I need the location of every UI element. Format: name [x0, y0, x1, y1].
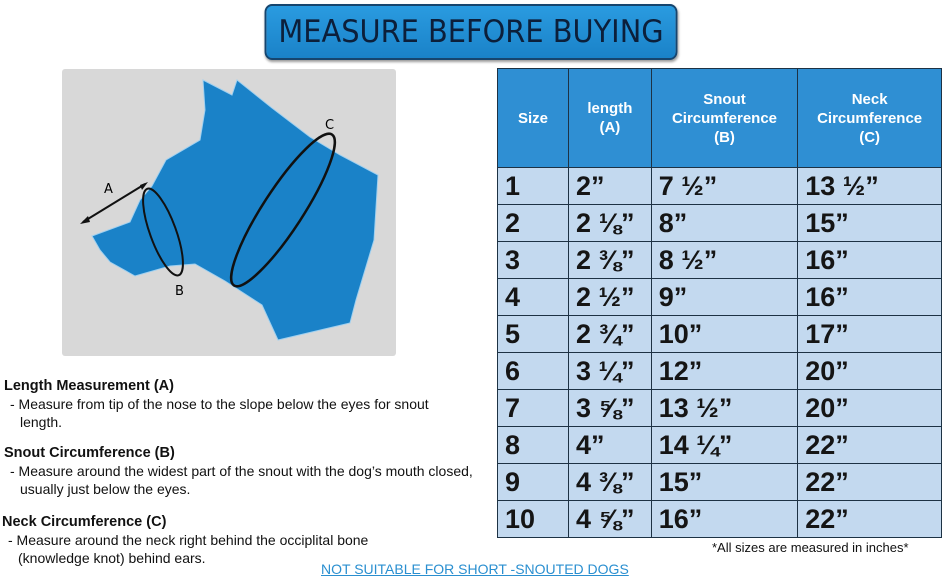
neck-cell: 20” [797, 389, 942, 427]
page-title: MEASURE BEFORE BUYING [264, 4, 678, 60]
neck-cell: 22” [797, 463, 942, 501]
snout-cell: 12” [650, 352, 799, 390]
neck-cell: 17” [797, 315, 942, 353]
size-cell: 9 [497, 463, 569, 501]
column-header: Snout Circumference (B) [650, 68, 799, 168]
snout-cell: 7 ½” [650, 167, 799, 205]
size-cell: 8 [497, 426, 569, 464]
size-cell: 1 [497, 167, 569, 205]
column-header: Neck Circumference (C) [797, 68, 942, 168]
dog-head-illustration: A B C [80, 79, 379, 341]
snout-cell: 13 ½” [650, 389, 799, 427]
length-cell: 4” [567, 426, 652, 464]
neck-cell: 15” [797, 204, 942, 242]
length-cell: 3 ¼” [567, 352, 652, 390]
size-cell: 7 [497, 389, 569, 427]
label-c: C [325, 118, 334, 133]
length-cell: 2 ¾” [567, 315, 652, 353]
instruction-snout: Snout Circumference (B) - Measure around… [4, 444, 500, 498]
table-row: 8 4” 14 ¼” 22” [497, 426, 942, 464]
length-cell: 4 ⅝” [567, 500, 652, 538]
neck-loop-c [229, 132, 337, 288]
instruction-text: - Measure from tip of the nose to the sl… [10, 396, 429, 430]
column-header: Size [497, 68, 569, 168]
neck-cell: 13 ½” [797, 167, 942, 205]
neck-cell: 16” [797, 241, 942, 279]
table-row: 10 4 ⅝” 16” 22” [497, 500, 942, 538]
snout-cell: 14 ¼” [650, 426, 799, 464]
units-note: *All sizes are measured in inches* [712, 540, 909, 555]
table-header-row: Size length (A) Snout Circumference (B) Nec… [497, 68, 942, 168]
length-cell: 2” [567, 167, 652, 205]
length-cell: 3 ⅝” [567, 389, 652, 427]
snout-cell: 16” [650, 500, 799, 538]
length-cell: 2 ⅛” [567, 204, 652, 242]
length-cell: 4 ⅜” [567, 463, 652, 501]
neck-cell: 22” [797, 500, 942, 538]
size-cell: 3 [497, 241, 569, 279]
table-row: 1 2” 7 ½” 13 ½” [497, 167, 942, 205]
size-cell: 6 [497, 352, 569, 390]
snout-cell: 8” [650, 204, 799, 242]
arrow-head-icon [140, 182, 148, 190]
size-cell: 4 [497, 278, 569, 316]
short-snout-warning: NOT SUITABLE FOR SHORT -SNOUTED DOGS [321, 561, 629, 577]
instruction-text: - Measure around the neck right behind t… [8, 532, 369, 566]
instruction-heading: Snout Circumference (B) [4, 445, 175, 461]
size-cell: 2 [497, 204, 569, 242]
length-cell: 2 ½” [567, 278, 652, 316]
size-cell: 10 [497, 500, 569, 538]
snout-loop-b [142, 187, 184, 277]
instruction-text: - Measure around the widest part of the … [10, 463, 473, 497]
arrow-head-icon [80, 216, 90, 224]
length-cell: 2 ⅜” [567, 241, 652, 279]
size-chart-table: Size length (A) Snout Circumference (B) Nec… [497, 68, 942, 538]
label-b: B [175, 284, 184, 299]
neck-cell: 16” [797, 278, 942, 316]
snout-cell: 9” [650, 278, 799, 316]
neck-cell: 20” [797, 352, 942, 390]
label-a: A [104, 182, 113, 197]
snout-cell: 10” [650, 315, 799, 353]
neck-cell: 22” [797, 426, 942, 464]
instruction-heading: Length Measurement (A) [4, 378, 174, 394]
length-arrow-a [82, 183, 146, 223]
instruction-neck: Neck Circumference (C) - Measure around … [2, 513, 428, 567]
dog-silhouette [91, 79, 379, 341]
snout-cell: 8 ½” [650, 241, 799, 279]
snout-cell: 15” [650, 463, 799, 501]
instruction-heading: Neck Circumference (C) [2, 514, 167, 530]
column-header: length (A) [567, 68, 652, 168]
size-cell: 5 [497, 315, 569, 353]
dog-measurement-diagram: A B C [62, 69, 396, 356]
instruction-length: Length Measurement (A) - Measure from ti… [4, 377, 450, 431]
